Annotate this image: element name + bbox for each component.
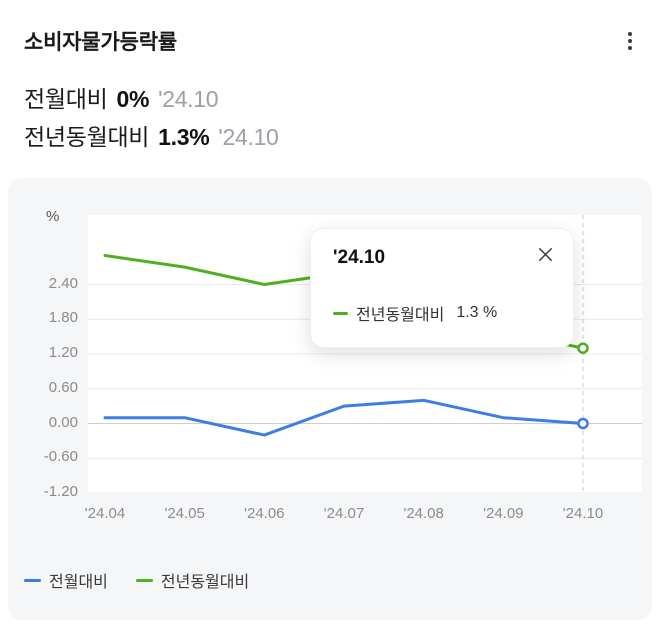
chart-card: % 2.40 1.80 1.20 0.60 0.00 -0.60 -1.20 '24.04 '… [8, 178, 652, 620]
x-tick-label: '24.07 [323, 505, 365, 522]
x-tick-label: '24.08 [403, 505, 444, 522]
page-title: 소비자물가등락률 [24, 31, 177, 54]
stat-label: 전월대비 [24, 86, 108, 112]
y-tick-label: 2.40 [48, 274, 78, 292]
y-tick-label: 0.60 [48, 378, 78, 396]
y-axis-unit-label: % [46, 208, 60, 225]
tooltip-series-dash-icon [333, 311, 348, 315]
kebab-menu-icon[interactable] [622, 28, 638, 54]
tooltip-value: 1.3 % [456, 304, 498, 321]
legend-dash-icon [24, 578, 41, 582]
stat-value: 0% [116, 86, 150, 112]
legend-item-mom[interactable]: 전월대비 [24, 568, 108, 592]
y-tick-label: -0.60 [43, 448, 78, 466]
y-tick-label: 1.80 [48, 309, 78, 327]
legend-dash-icon [135, 578, 153, 582]
x-tick-label: '24.10 [562, 505, 604, 522]
x-tick-label: '24.05 [164, 505, 205, 522]
stat-row-mom: 전월대비 0% '24.10 [24, 80, 638, 118]
stat-date: '24.10 [158, 86, 219, 112]
tooltip-title: '24.10 [333, 247, 386, 268]
y-tick-label: -1.20 [43, 483, 78, 500]
y-tick-label: 1.20 [48, 344, 78, 361]
y-tick-label: 0.00 [48, 413, 78, 431]
x-tick-label: '24.06 [244, 505, 285, 522]
x-tick-label: '24.04 [84, 505, 126, 522]
stat-value: 1.3% [158, 124, 210, 150]
x-tick-label: '24.09 [483, 505, 524, 522]
stat-date: '24.10 [218, 124, 279, 150]
legend-label: 전년동월대비 [160, 574, 250, 591]
chart-tooltip: '24.10 전년동월대비 1.3 % [310, 228, 574, 348]
close-icon[interactable] [536, 245, 555, 264]
legend-item-yoy[interactable]: 전년동월대비 [135, 568, 250, 592]
stat-row-yoy: 전년동월대비 1.3% '24.10 [24, 118, 638, 156]
legend-label: 전월대비 [49, 574, 108, 591]
stat-label: 전년동월대비 [24, 124, 150, 150]
widget-header: 소비자물가등락률 전월대비 0% '24.10 전년동월대비 1.3% '24.10 [0, 0, 660, 156]
tooltip-series-name: 전년동월대비 [356, 307, 445, 324]
chart-legend: 전월대비 전년동월대비 [24, 568, 249, 592]
